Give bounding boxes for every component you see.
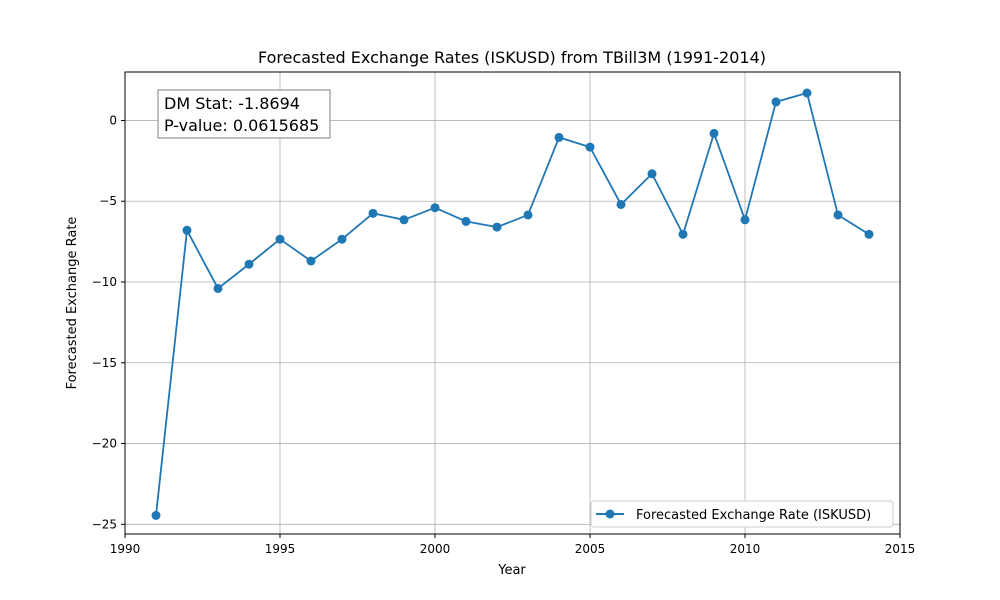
data-point bbox=[213, 283, 223, 293]
data-point bbox=[275, 234, 285, 244]
y-tick-label: −5 bbox=[99, 194, 117, 208]
y-axis-label: Forecasted Exchange Rate bbox=[65, 217, 80, 390]
data-point bbox=[864, 229, 874, 239]
x-axis: 1990 1995 2000 2005 2010 2015 bbox=[110, 534, 916, 556]
y-axis: −25 −20 −15 −10 −5 0 bbox=[92, 113, 125, 531]
legend-label: Forecasted Exchange Rate (ISKUSD) bbox=[636, 508, 871, 523]
x-axis-label: Year bbox=[497, 563, 526, 578]
legend: Forecasted Exchange Rate (ISKUSD) bbox=[590, 500, 894, 528]
data-point bbox=[678, 229, 688, 239]
data-point bbox=[709, 128, 719, 138]
data-point bbox=[492, 222, 502, 232]
y-tick-label: −20 bbox=[92, 437, 117, 451]
x-tick-label: 2010 bbox=[730, 542, 761, 556]
data-point bbox=[244, 259, 254, 269]
data-point bbox=[802, 88, 812, 98]
legend-box bbox=[590, 500, 894, 528]
p-value-text: P-value: 0.0615685 bbox=[164, 116, 319, 135]
data-point bbox=[833, 210, 843, 220]
y-tick-label: 0 bbox=[109, 113, 117, 127]
data-point bbox=[430, 203, 440, 213]
y-tick-label: −15 bbox=[92, 356, 117, 370]
data-point bbox=[306, 256, 316, 266]
data-point bbox=[523, 210, 533, 220]
data-point bbox=[647, 169, 657, 179]
data-point bbox=[151, 510, 161, 520]
series-line bbox=[155, 92, 870, 516]
y-tick-label: −25 bbox=[92, 517, 117, 531]
data-point bbox=[337, 234, 347, 244]
data-point bbox=[399, 215, 409, 225]
data-point bbox=[461, 216, 471, 226]
data-point bbox=[585, 142, 595, 152]
legend-marker-swatch bbox=[605, 509, 615, 519]
data-point bbox=[182, 225, 192, 235]
data-point bbox=[554, 132, 564, 142]
plot-frame bbox=[124, 71, 901, 535]
x-tick-label: 2000 bbox=[420, 542, 451, 556]
x-tick-label: 2015 bbox=[885, 542, 916, 556]
stats-annotation: DM Stat: -1.8694 P-value: 0.0615685 bbox=[157, 89, 331, 139]
stats-annotation-box bbox=[157, 89, 331, 139]
x-tick-label: 2005 bbox=[575, 542, 606, 556]
x-tick-label: 1995 bbox=[265, 542, 296, 556]
chart-title: Forecasted Exchange Rates (ISKUSD) from … bbox=[258, 48, 766, 67]
data-point bbox=[368, 208, 378, 218]
data-point bbox=[740, 215, 750, 225]
x-tick-label: 1990 bbox=[110, 542, 141, 556]
dm-stat-text: DM Stat: -1.8694 bbox=[164, 94, 300, 113]
data-point bbox=[616, 199, 626, 209]
series-layer bbox=[151, 88, 874, 520]
y-tick-label: −10 bbox=[92, 275, 117, 289]
data-point bbox=[771, 97, 781, 107]
